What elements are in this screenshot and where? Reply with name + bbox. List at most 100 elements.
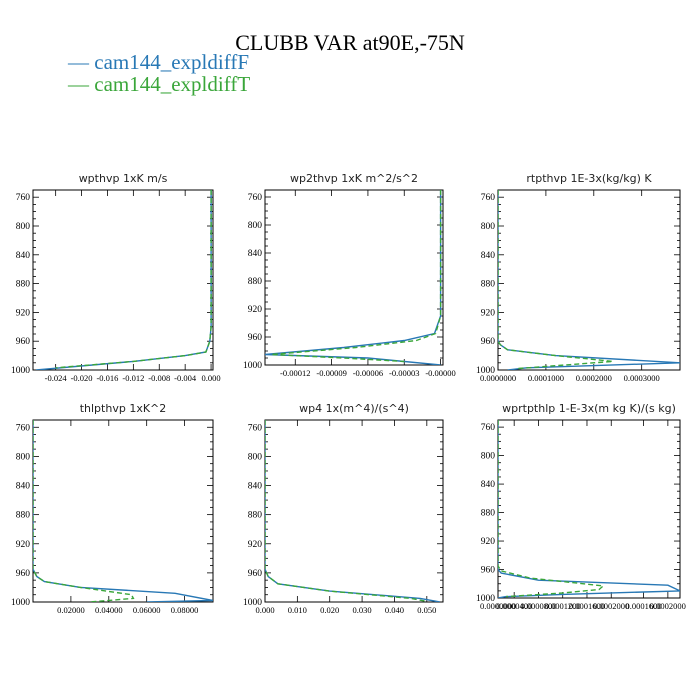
x-tick-label: 0.0002000	[650, 601, 686, 611]
figure-title: CLUBB VAR at90E,-75N	[235, 30, 465, 55]
panel-title: thlpthvp 1xK^2	[80, 402, 167, 415]
panel-3: rtpthvp 1E-3x(kg/kg) K 760 800 840 880 920 960…	[476, 172, 681, 383]
y-tick-label: 960	[248, 333, 263, 343]
panel-6: wprtpthlp 1-E-3x(m kg K)/(s kg) 760 800 840…	[476, 402, 686, 611]
y-tick-label: 1000	[243, 598, 262, 608]
y-tick-label: 960	[16, 337, 31, 347]
y-tick-label: 1000	[243, 361, 262, 371]
y-tick-label: 840	[248, 482, 263, 492]
x-tick-label: -0.00006	[353, 368, 383, 378]
panel-2: wp2thvp 1xK m^2/s^2 760 800 840 880 920 960 100…	[243, 172, 456, 378]
panel-5: wp4 1x(m^4)/(s^4)76080084088092096010000…	[243, 402, 444, 615]
x-tick-label: 0.040	[385, 605, 404, 615]
y-tick-label: 880	[481, 509, 496, 519]
series-line-expldiffT	[265, 420, 427, 602]
legend-line-f: —	[68, 50, 89, 74]
x-tick-label: 0.0003000	[624, 373, 660, 383]
panel-1: wpthvp 1xK m/s 760 800 840 880 920 960 1000 -0.0…	[11, 172, 221, 383]
plot-frame	[264, 419, 444, 603]
panel-title: wp2thvp 1xK m^2/s^2	[290, 172, 418, 185]
y-tick-label: 760	[16, 193, 31, 203]
legend-entry-f: — cam144_expldiffF	[68, 50, 249, 75]
y-tick-label: 1000	[476, 594, 495, 604]
x-tick-label: 0.020	[320, 605, 339, 615]
y-tick-label: 880	[481, 280, 496, 290]
legend-label-f: cam144_expldiffF	[94, 50, 250, 74]
series-line-expldiffT	[498, 190, 613, 370]
panel-title: wpthvp 1xK m/s	[79, 172, 168, 185]
y-tick-label: 840	[16, 482, 31, 492]
series-line-expldiffF	[498, 190, 680, 370]
panel-title: rtpthvp 1E-3x(kg/kg) K	[526, 172, 652, 185]
y-tick-label: 1000	[11, 598, 30, 608]
x-tick-label: 0.0000000	[480, 601, 516, 611]
y-tick-label: 960	[248, 569, 263, 579]
y-tick-label: 960	[481, 337, 496, 347]
x-tick-label: -0.00012	[280, 368, 310, 378]
x-tick-label: -0.016	[96, 373, 118, 383]
y-tick-label: 760	[16, 423, 31, 433]
plot-frame	[497, 419, 681, 599]
x-tick-label: -0.012	[122, 373, 144, 383]
x-tick-label: 0.050	[417, 605, 436, 615]
plot-frame	[32, 189, 214, 371]
plot-frame	[497, 189, 681, 371]
y-tick-label: 760	[248, 193, 263, 203]
y-tick-label: 800	[16, 222, 31, 232]
y-tick-label: 880	[16, 280, 31, 290]
series-line-expldiffF	[265, 190, 442, 365]
x-tick-label: 0.0000800	[520, 601, 556, 611]
y-tick-label: 1000	[11, 366, 30, 376]
x-tick-label: 0.010	[288, 605, 307, 615]
y-tick-label: 920	[481, 308, 496, 318]
x-tick-label: 0.0001600	[569, 601, 605, 611]
x-tick-label: 0.06000	[133, 605, 161, 615]
panel-4: thlpthvp 1xK^2 760 800 840 880 920 960 1000 0.02…	[11, 402, 214, 615]
y-tick-label: 920	[248, 540, 263, 550]
y-tick-label: 880	[248, 511, 263, 521]
x-tick-label: 0.0001200	[545, 601, 581, 611]
x-tick-label: -0.024	[45, 373, 68, 383]
plot-frame	[264, 189, 444, 366]
series-line-expldiffF	[33, 420, 213, 602]
x-tick-label: -0.00009	[316, 368, 346, 378]
y-tick-label: 920	[16, 540, 31, 550]
panel-title: wp4 1x(m^4)/(s^4)	[299, 402, 409, 415]
x-tick-label: 0.030	[353, 605, 372, 615]
series-line-expldiffT	[498, 420, 605, 598]
series-line-expldiffF	[36, 190, 212, 370]
y-tick-label: 920	[16, 308, 31, 318]
y-tick-label: 880	[248, 277, 263, 287]
series-line-expldiffT	[33, 420, 135, 602]
y-tick-label: 800	[248, 221, 263, 231]
legend-entry-t: — cam144_expldiffT	[68, 72, 250, 97]
x-tick-label: 0.0000000	[480, 373, 516, 383]
plot-frame	[32, 419, 214, 603]
x-tick-label: -0.00000	[425, 368, 455, 378]
y-tick-label: 840	[481, 480, 496, 490]
x-tick-label: 0.0002000	[576, 373, 612, 383]
x-tick-label: 0.0002000	[593, 601, 629, 611]
x-tick-label: 0.0001600	[626, 601, 662, 611]
x-tick-label: 0.000	[255, 605, 274, 615]
y-tick-label: 800	[481, 222, 496, 232]
x-tick-label: 0.04000	[95, 605, 123, 615]
y-tick-label: 760	[481, 193, 496, 203]
legend-label-t: cam144_expldiffT	[94, 72, 251, 96]
x-tick-label: 0.0001000	[528, 373, 564, 383]
y-tick-label: 760	[248, 423, 263, 433]
series-line-expldiffT	[271, 190, 442, 363]
y-tick-label: 1000	[476, 366, 495, 376]
y-tick-label: 880	[16, 511, 31, 521]
y-tick-label: 960	[481, 566, 496, 576]
x-tick-label: 0.000	[201, 373, 220, 383]
y-tick-label: 840	[16, 251, 31, 261]
y-tick-label: 760	[481, 423, 496, 433]
series-line-expldiffF	[498, 420, 680, 598]
y-tick-label: 800	[248, 452, 263, 462]
x-tick-label: -0.020	[71, 373, 93, 383]
y-tick-label: 800	[481, 452, 496, 462]
y-tick-label: 800	[16, 452, 31, 462]
x-tick-label: 0.0000400	[496, 601, 532, 611]
